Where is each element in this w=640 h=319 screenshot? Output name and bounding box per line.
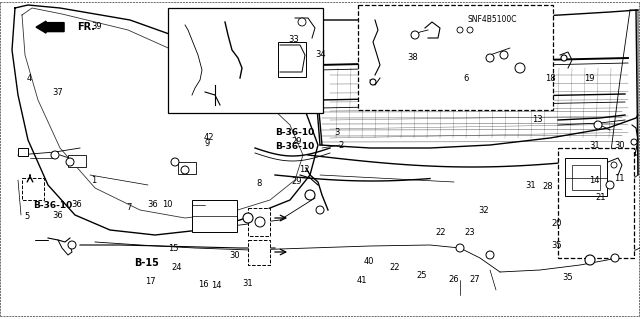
Text: B-36-10: B-36-10 [275,128,314,137]
Text: 22: 22 [435,228,445,237]
Text: B-36-10: B-36-10 [275,142,314,151]
Text: B-15: B-15 [134,258,159,268]
Bar [248,208,270,236]
Text: 17: 17 [145,277,156,286]
Circle shape [594,121,602,129]
Text: 2: 2 [338,141,343,150]
Text: 4: 4 [27,74,32,83]
Text: 12: 12 [300,165,310,174]
Text: 29: 29 [291,137,301,146]
Circle shape [515,63,525,73]
Circle shape [255,217,265,227]
Text: 19: 19 [584,74,594,83]
Text: 27: 27 [470,275,481,284]
Text: 32: 32 [479,206,490,215]
Circle shape [611,254,619,262]
Text: 9: 9 [205,139,210,148]
Text: SNF4B5100C: SNF4B5100C [467,15,516,24]
Circle shape [456,244,464,252]
Text: 3: 3 [335,128,340,137]
Circle shape [457,27,463,33]
Text: 31: 31 [525,181,536,189]
Text: 23: 23 [464,228,475,237]
Text: 14: 14 [211,281,221,290]
Circle shape [631,139,637,145]
Circle shape [500,51,508,59]
Text: 35: 35 [552,241,563,250]
Text: 40: 40 [364,257,374,266]
Text: 18: 18 [545,74,556,83]
Text: 39: 39 [91,22,102,31]
Circle shape [411,31,419,39]
Circle shape [486,251,494,259]
Bar [358,5,553,110]
Bar [22,178,44,200]
Circle shape [298,18,306,26]
Circle shape [171,158,179,166]
Text: 21: 21 [595,193,605,202]
Circle shape [316,206,324,214]
Text: 5: 5 [24,212,29,221]
Text: 25: 25 [416,271,426,280]
Text: 22: 22 [389,263,399,272]
Bar [278,42,306,77]
Circle shape [181,166,189,174]
Text: 33: 33 [288,35,299,44]
Text: 26: 26 [448,275,459,284]
Text: 24: 24 [172,263,182,272]
Circle shape [51,151,59,159]
Text: 30: 30 [229,251,240,260]
Text: 7: 7 [127,203,132,212]
Text: 10: 10 [162,200,172,209]
Circle shape [66,158,74,166]
Text: 20: 20 [552,219,562,228]
Text: 31: 31 [242,279,253,288]
Bar [168,8,323,113]
Text: 35: 35 [562,273,573,282]
Bar [565,158,607,196]
Circle shape [467,27,473,33]
Text: 1: 1 [92,176,97,185]
Text: 14: 14 [589,176,599,185]
Text: 36: 36 [52,211,63,220]
Text: 31: 31 [589,141,600,150]
Text: 8: 8 [256,179,261,188]
Circle shape [611,162,617,168]
Text: 38: 38 [407,53,418,62]
Bar [572,165,600,190]
Text: 36: 36 [72,200,83,209]
Bar [192,200,237,232]
Text: 30: 30 [614,141,625,150]
Circle shape [585,255,595,265]
Circle shape [606,181,614,189]
Text: 42: 42 [204,133,214,142]
Text: 28: 28 [543,182,554,191]
Text: B-36-10: B-36-10 [33,201,72,210]
Bar [68,155,86,167]
Circle shape [486,54,494,62]
Circle shape [68,241,76,249]
Text: 16: 16 [198,280,209,289]
Circle shape [305,190,315,200]
Text: 6: 6 [463,74,468,83]
Text: 37: 37 [52,88,63,97]
Circle shape [370,79,376,85]
Bar [18,148,28,156]
Circle shape [561,55,567,61]
Text: 15: 15 [168,244,178,253]
Text: 29: 29 [291,177,301,186]
Bar [558,148,634,258]
Text: 36: 36 [147,200,158,209]
Bar [178,162,196,174]
FancyArrow shape [36,21,64,33]
Text: 34: 34 [315,50,326,59]
Circle shape [243,213,253,223]
Text: FR.: FR. [77,22,95,32]
Text: 11: 11 [614,174,625,183]
Bar [248,240,270,265]
Text: 41: 41 [357,276,367,285]
Text: 13: 13 [532,115,543,124]
